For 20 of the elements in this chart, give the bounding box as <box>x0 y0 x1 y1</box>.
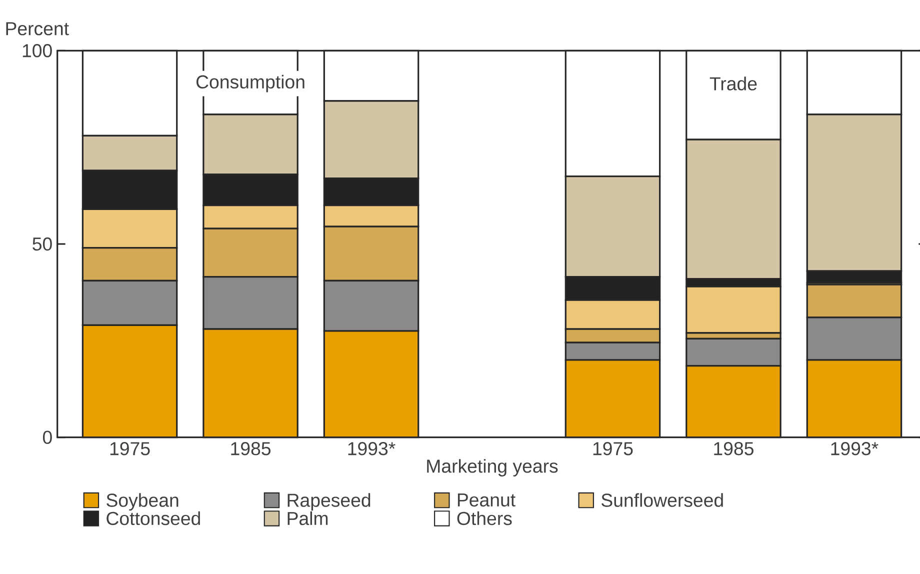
annotation: Consumption <box>196 74 304 92</box>
legend-label: Rapeseed <box>288 493 370 511</box>
x-tick-label: 1985 <box>714 442 754 456</box>
legend-label: Peanut <box>458 494 516 507</box>
legend-label: Cottonseed <box>106 511 200 526</box>
legend-label: Sunflowerseed <box>602 493 723 507</box>
x-tick-label: 1975 <box>110 442 150 456</box>
legend-label: Soybean <box>106 493 178 511</box>
legend-label: Others <box>457 511 512 526</box>
x-tick-label: 1985 <box>231 442 270 456</box>
y-axis-title: Percent <box>6 22 69 36</box>
x-tick-label: 1993* <box>831 442 878 456</box>
y-tick-label: 100 <box>22 44 52 58</box>
y-tick-label: 50 <box>32 237 52 251</box>
y-tick-label: 0 <box>42 430 52 444</box>
x-tick-label: 1975 <box>593 442 633 456</box>
legend-label: Palm <box>288 511 328 526</box>
x-tick-label: 1993* <box>348 442 396 456</box>
x-axis-title: Marketing years <box>427 459 558 476</box>
annotation: Trade <box>710 76 757 90</box>
